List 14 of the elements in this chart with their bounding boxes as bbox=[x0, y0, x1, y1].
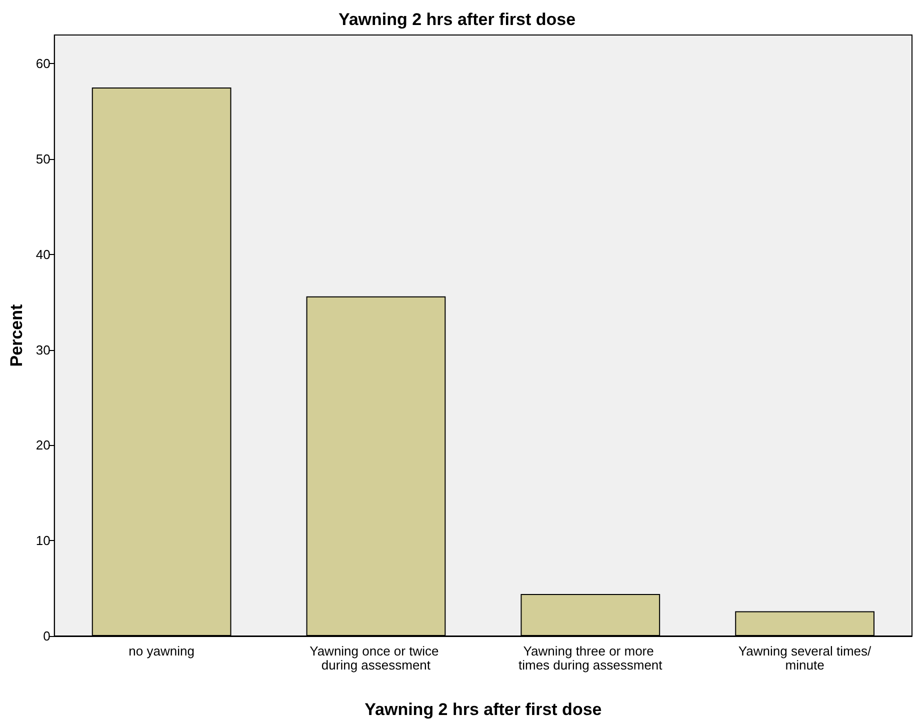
x-tick-label: Yawning three or more times during assessment bbox=[518, 644, 663, 672]
y-tick-label: 30 bbox=[36, 342, 50, 358]
y-tick-label: 10 bbox=[36, 533, 50, 548]
x-tick-label: Yawning several times/minute bbox=[738, 644, 872, 672]
y-tick-label: 0 bbox=[43, 628, 50, 644]
chart-title: Yawning 2 hrs after first dose bbox=[338, 10, 576, 29]
x-tick-label: Yawning once or twice during assessment bbox=[310, 644, 442, 672]
x-axis-title: Yawning 2 hrs after first dose bbox=[364, 700, 602, 719]
y-tick-label: 50 bbox=[36, 152, 50, 167]
x-tick-label: no yawning bbox=[128, 644, 194, 658]
y-axis-title: Percent bbox=[7, 304, 26, 367]
y-tick-label: 20 bbox=[36, 438, 50, 453]
y-tick-label: 40 bbox=[36, 246, 50, 262]
y-tick-label: 60 bbox=[36, 56, 50, 72]
